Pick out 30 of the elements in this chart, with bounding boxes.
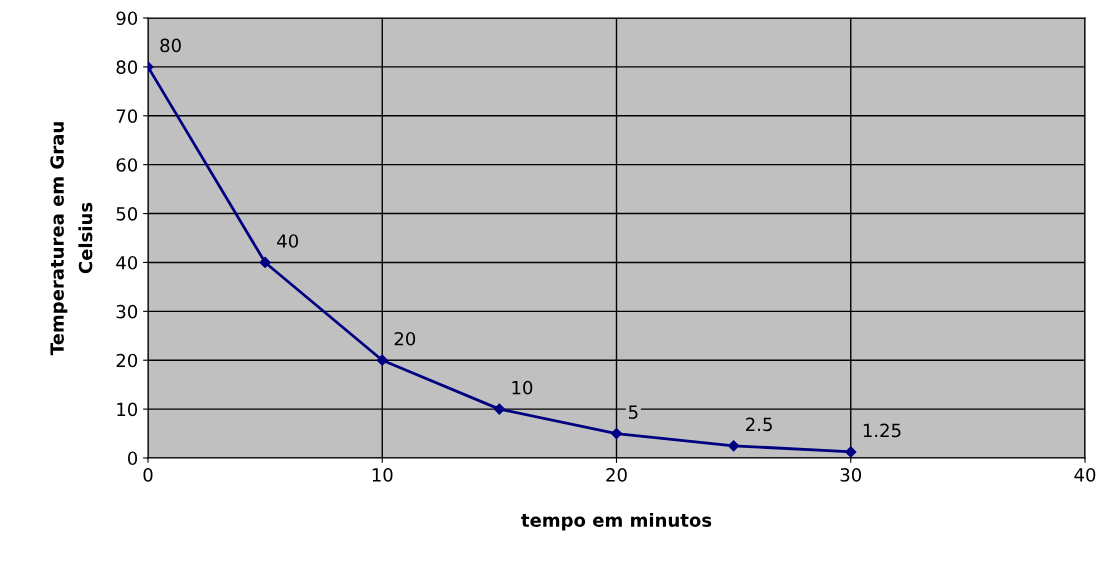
point [259, 256, 271, 269]
y-axis-title: Temperaturea em Grau Celsius [50, 122, 93, 356]
x-tick-label: 20 [606, 468, 627, 482]
data-label: 10 [512, 380, 533, 395]
y-tick-label: 10 [117, 402, 138, 417]
y-tick-label: 80 [116, 60, 138, 75]
point [728, 440, 740, 452]
y-tick-label: 40 [116, 255, 138, 270]
data-label: 2.5 [746, 417, 772, 432]
x-tick-label: 0 [143, 468, 153, 482]
x-axis-title: tempo em minutos [521, 512, 712, 531]
y-tick-label: 90 [116, 11, 138, 26]
point [610, 427, 623, 440]
y-tick-label: 60 [116, 158, 138, 172]
y-tick-label: 70 [116, 109, 138, 123]
point [493, 403, 505, 415]
x-tick-label: 10 [372, 468, 393, 482]
data-label: 1.25 [863, 423, 901, 438]
data-label: 40 [277, 234, 299, 248]
data-label: 80 [160, 38, 181, 53]
x-tick-label: 40 [1074, 468, 1096, 482]
x-tick-label: 30 [840, 468, 862, 482]
data-label: 20 [394, 331, 416, 346]
point [845, 446, 857, 458]
data-label: 5 [629, 405, 638, 419]
y-tick-label: 0 [127, 451, 138, 466]
y-tick-label: 20 [116, 353, 138, 368]
point [376, 354, 388, 366]
y-tick-label: 50 [116, 207, 138, 221]
y-tick-label: 30 [116, 304, 138, 319]
